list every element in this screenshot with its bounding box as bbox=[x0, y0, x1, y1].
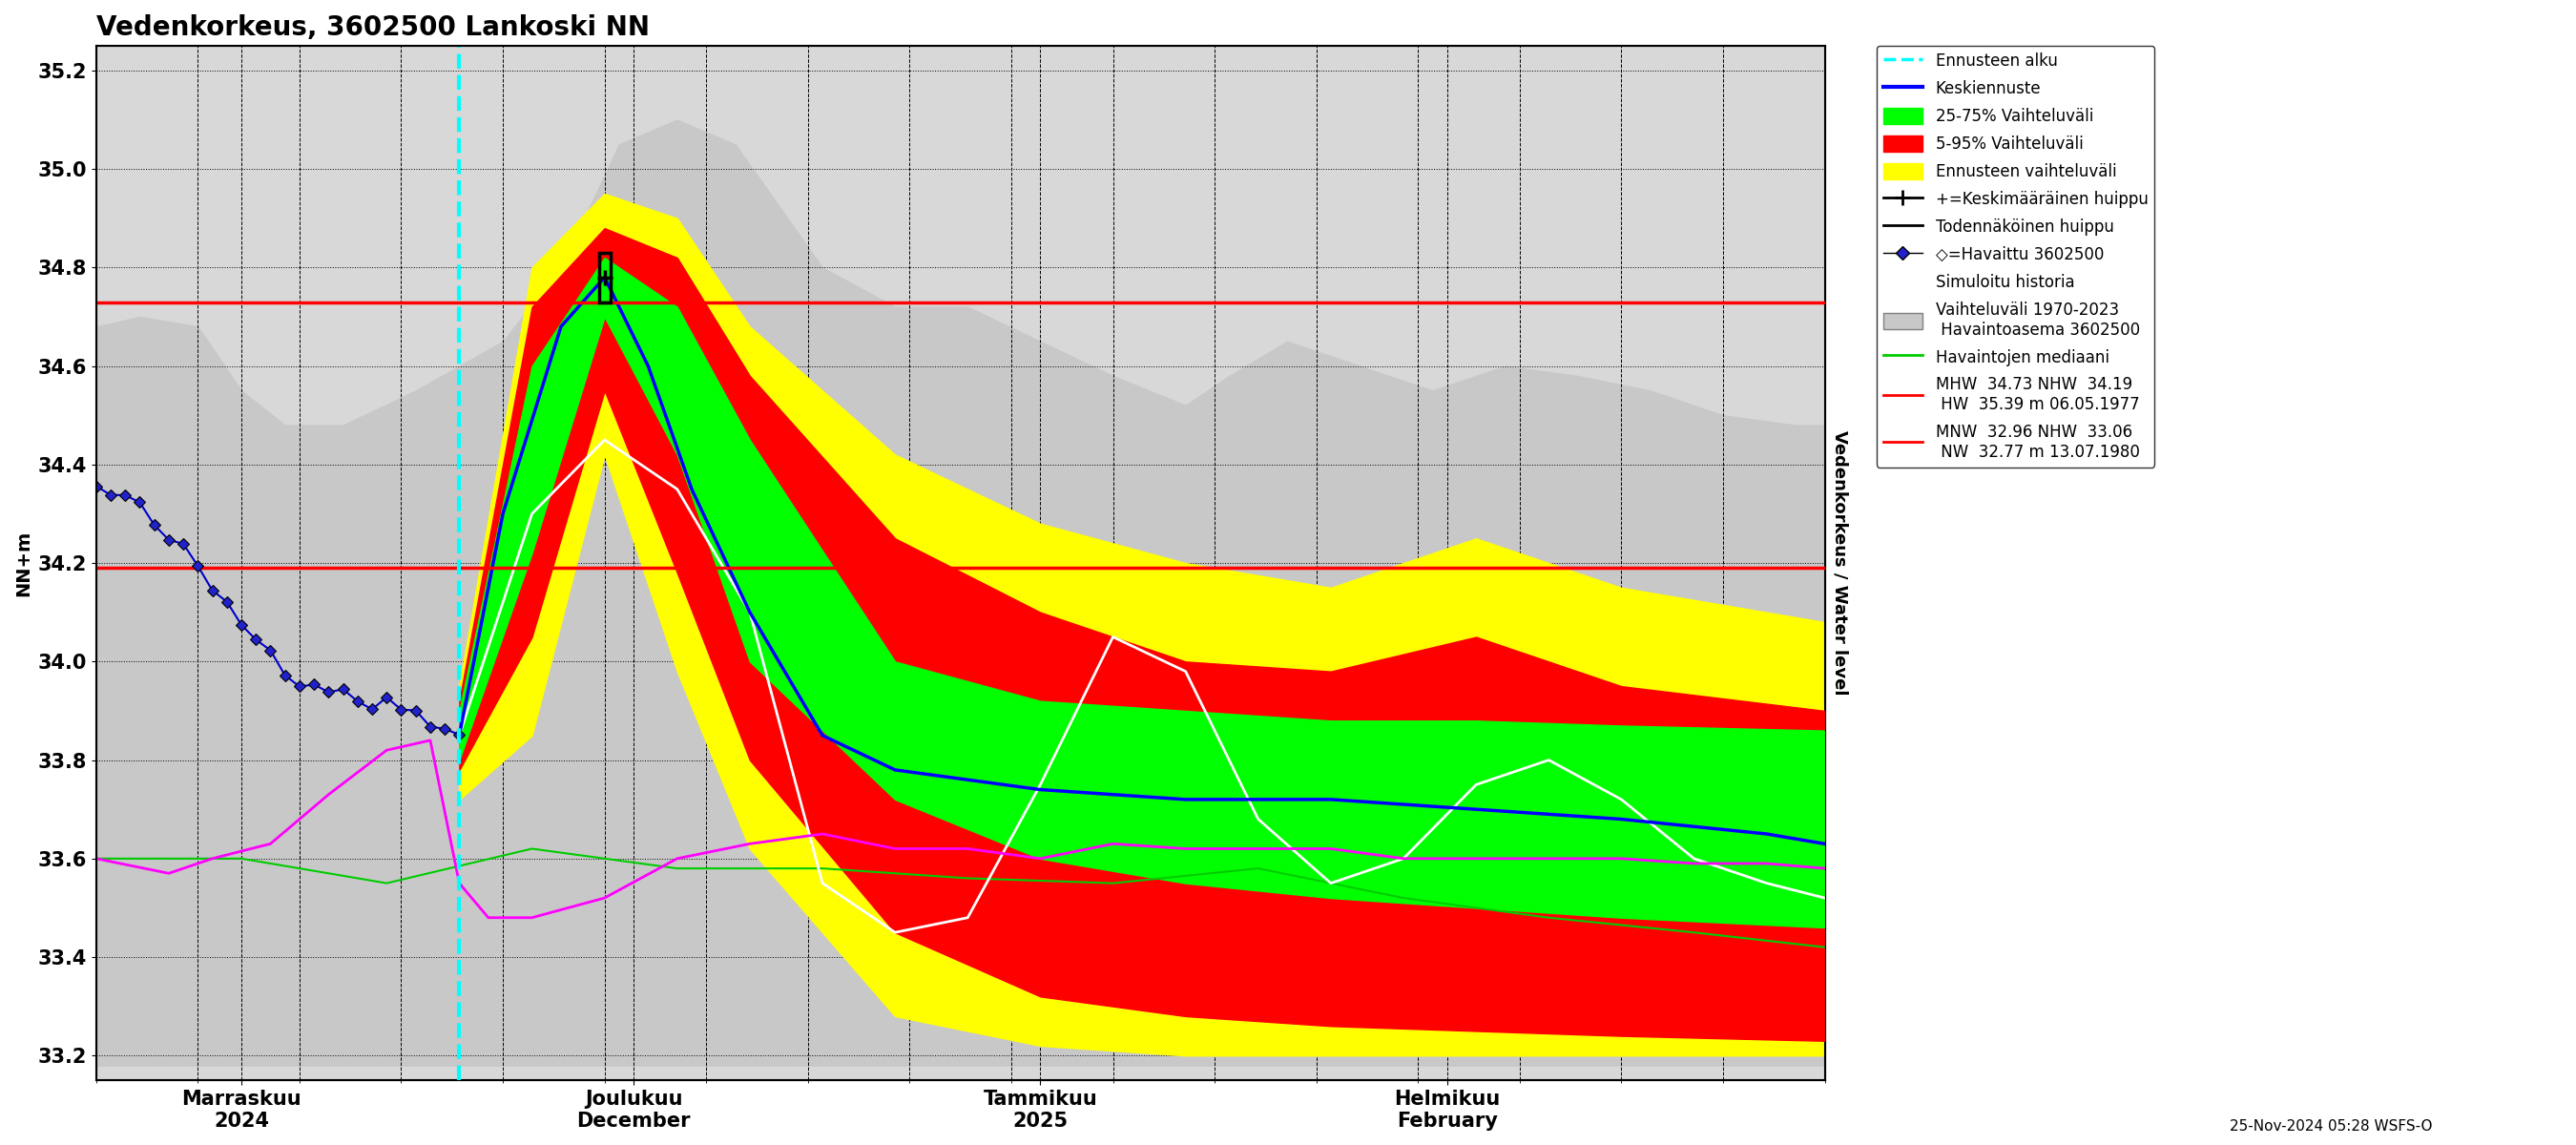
Y-axis label: NN+m: NN+m bbox=[15, 530, 33, 597]
Bar bbox=[598, 253, 611, 302]
Y-axis label: Vedenkorkeus / Water level: Vedenkorkeus / Water level bbox=[1832, 431, 1850, 695]
Legend: Ennusteen alku, Keskiennuste, 25-75% Vaihteluväli, 5-95% Vaihteluväli, Ennusteen: Ennusteen alku, Keskiennuste, 25-75% Vai… bbox=[1875, 46, 2154, 467]
Text: 25-Nov-2024 05:28 WSFS-O: 25-Nov-2024 05:28 WSFS-O bbox=[2231, 1120, 2432, 1134]
Text: Vedenkorkeus, 3602500 Lankoski NN: Vedenkorkeus, 3602500 Lankoski NN bbox=[95, 14, 649, 41]
